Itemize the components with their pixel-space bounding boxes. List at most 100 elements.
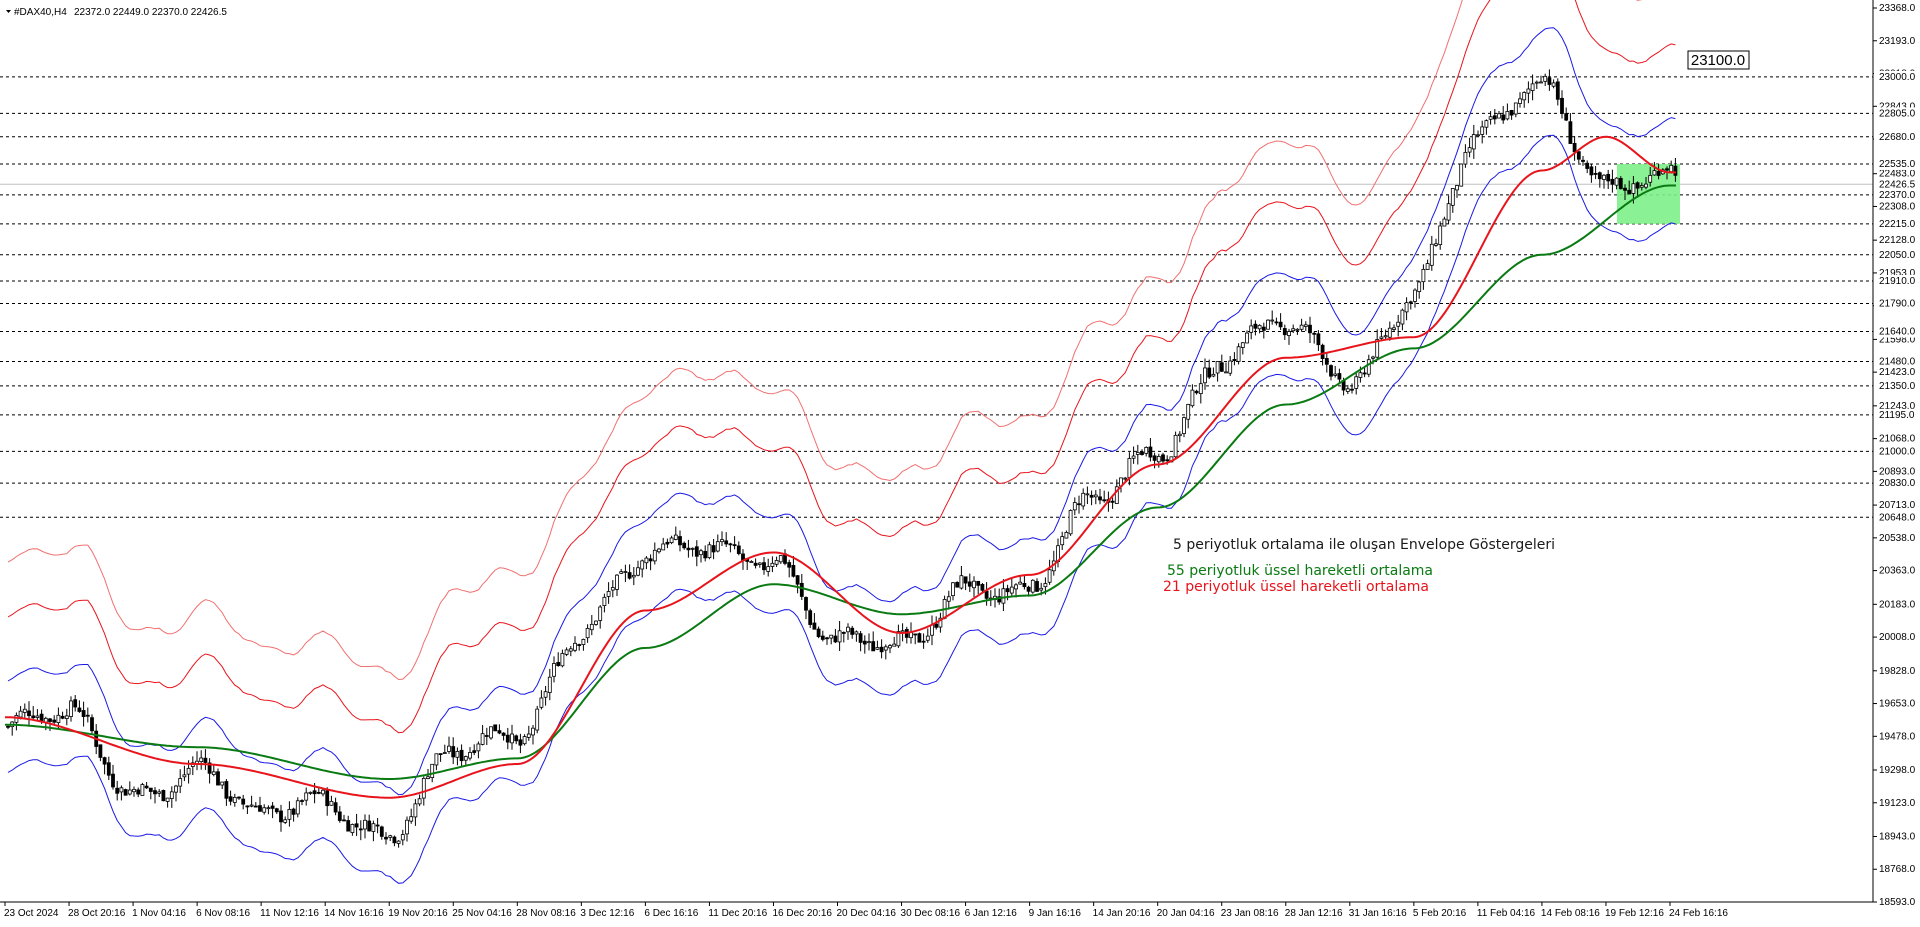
candle-up: [552, 663, 556, 677]
chart-header-symbol: #DAX40,H4: [14, 7, 67, 18]
candle-up: [1047, 569, 1052, 583]
time-tick-label: 11 Nov 12:16: [260, 908, 319, 919]
candle-down: [917, 633, 922, 643]
candle-down: [703, 550, 708, 559]
candle-down: [115, 787, 120, 794]
candle-up: [959, 575, 964, 589]
candle-down: [98, 744, 103, 758]
candle-down: [384, 836, 388, 840]
candle-up: [417, 798, 422, 805]
level-tag-bg: [1874, 355, 1918, 368]
candle-down: [556, 662, 561, 666]
candle-down: [1618, 177, 1623, 190]
time-tick-label: 20 Dec 04:16: [837, 908, 897, 919]
candle-up: [602, 596, 607, 607]
level-tag-label: 21480.0: [1879, 356, 1916, 367]
candle-up: [371, 823, 376, 832]
level-tag-bg: [1874, 379, 1918, 392]
candle-down: [237, 796, 241, 799]
candle-up: [1245, 332, 1249, 344]
candle-up: [287, 808, 292, 820]
candle-up: [669, 537, 674, 544]
candle-up: [1215, 361, 1220, 374]
candle-down: [207, 762, 212, 774]
candle-up: [619, 571, 624, 574]
candle-up: [321, 789, 325, 795]
candle-up: [1177, 433, 1182, 437]
time-tick-label: 19 Nov 20:16: [388, 908, 448, 919]
level-tag-bg: [1874, 274, 1918, 287]
candle-down: [1350, 388, 1354, 391]
candle-up: [1030, 579, 1035, 593]
time-tick-label: 23 Oct 2024: [4, 908, 59, 919]
candle-up: [1429, 243, 1434, 266]
candle-up: [1425, 263, 1430, 270]
candle-down: [358, 828, 363, 831]
time-tick-label: 28 Jan 12:16: [1285, 908, 1343, 919]
candle-down: [1665, 168, 1669, 171]
candle-down: [102, 757, 107, 765]
candle-up: [1648, 175, 1653, 183]
candle-up: [661, 543, 666, 551]
price-tick-label: 20008.0: [1879, 632, 1916, 643]
candle-up: [770, 562, 775, 567]
candle-up: [119, 787, 124, 793]
level-tag-bg: [1874, 445, 1918, 458]
candle-down: [862, 640, 867, 645]
candle-up: [69, 700, 73, 717]
candle-up: [531, 727, 535, 736]
candle-down: [505, 734, 510, 743]
candle-down: [1022, 582, 1027, 588]
candle-up: [388, 835, 393, 838]
candle-up: [1488, 116, 1493, 120]
candle-down: [1077, 503, 1081, 506]
level-tag-label: 21790.0: [1879, 298, 1916, 309]
candle-down: [858, 633, 863, 643]
candle-down: [111, 773, 115, 788]
candle-down: [6, 725, 10, 728]
candle-down: [1572, 143, 1577, 153]
candle-up: [615, 574, 619, 590]
time-tick-label: 19 Feb 12:16: [1605, 908, 1664, 919]
candle-down: [787, 562, 792, 568]
candle-up: [1123, 477, 1128, 480]
candle-up: [476, 743, 481, 752]
candle-up: [1375, 339, 1380, 358]
candle-up: [1534, 81, 1539, 84]
horizontal-levels: [0, 76, 1873, 518]
level-tag-bg: [1874, 408, 1918, 421]
candle-up: [18, 710, 23, 718]
candle-up: [1669, 164, 1674, 173]
chart-menu-arrow-icon[interactable]: [6, 10, 11, 13]
time-tick-label: 28 Oct 20:16: [68, 908, 126, 919]
candle-down: [148, 787, 153, 792]
candle-up: [610, 587, 615, 591]
level-box[interactable]: [1687, 50, 1750, 70]
candle-down: [90, 717, 94, 732]
candle-down: [967, 581, 972, 587]
candle-down: [1576, 151, 1581, 160]
level-tag-label: 20830.0: [1879, 478, 1916, 489]
time-tick-label: 28 Nov 08:16: [516, 908, 576, 919]
candle-up: [182, 774, 187, 778]
candle-down: [1219, 362, 1224, 372]
candle-up: [295, 800, 300, 815]
candle-down: [379, 826, 384, 837]
candle-down: [871, 641, 876, 652]
candle-down: [736, 545, 741, 554]
candle-down: [913, 633, 918, 636]
candle-up: [56, 714, 61, 723]
candle-up: [774, 560, 779, 565]
candle-up: [22, 708, 27, 713]
candle-down: [258, 805, 262, 812]
candle-up: [837, 630, 842, 643]
level-tag-label: 22050.0: [1879, 250, 1916, 261]
candle-up: [623, 571, 628, 573]
price-tick-label: 23193.0: [1879, 36, 1916, 47]
candle-up: [657, 548, 661, 553]
candle-up: [535, 708, 540, 731]
candle-up: [594, 620, 598, 625]
candle-down: [1597, 172, 1602, 180]
